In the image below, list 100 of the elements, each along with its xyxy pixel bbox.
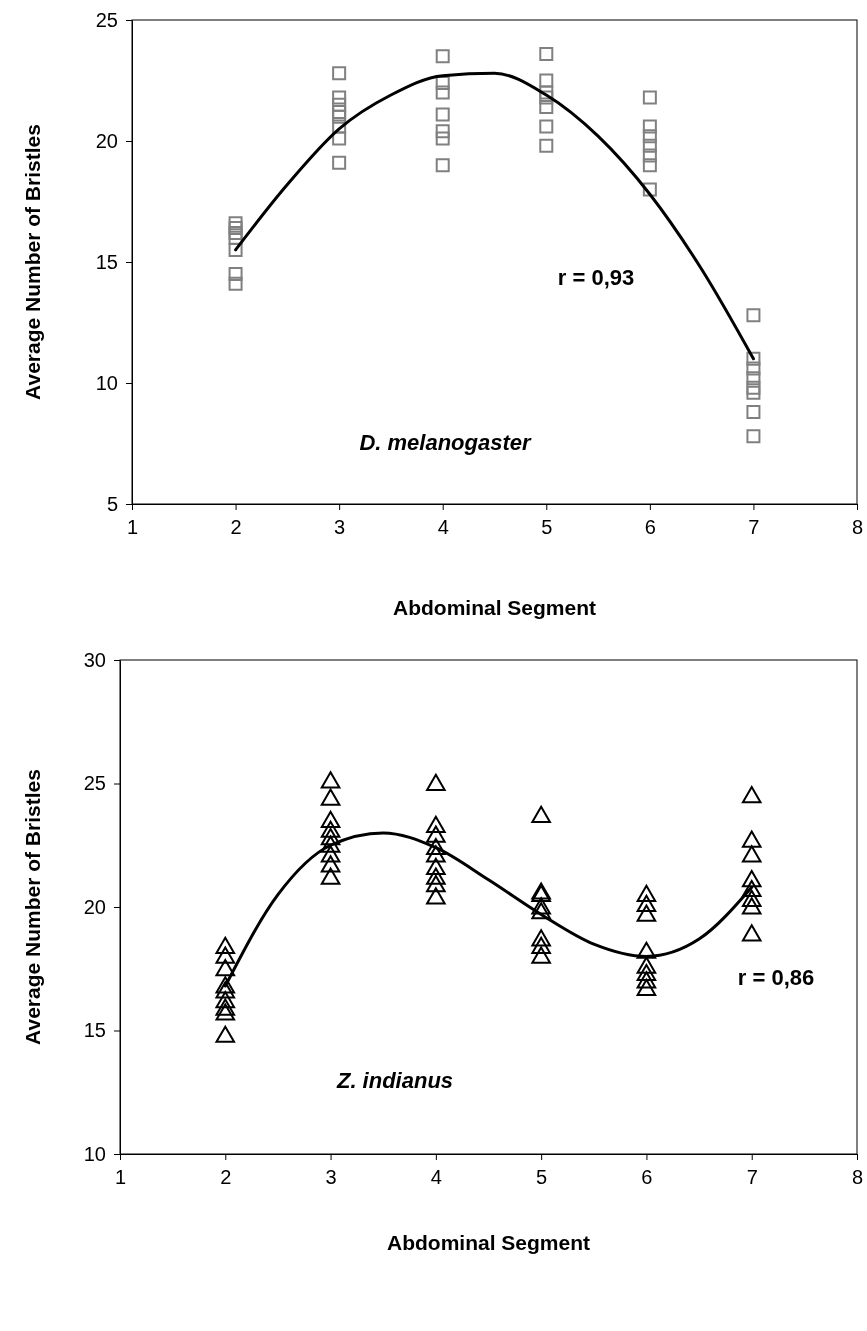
point <box>746 351 761 366</box>
y-axis-title: Average Number of Bristles <box>21 769 44 1045</box>
annotation: D. melanogaster <box>359 430 533 455</box>
annotation: Z. indianus <box>335 1068 454 1093</box>
point <box>435 158 450 173</box>
point <box>435 107 450 122</box>
point <box>741 889 762 907</box>
point <box>642 182 657 197</box>
x-tick-label: 4 <box>437 516 449 539</box>
point <box>426 857 446 875</box>
point <box>332 131 347 146</box>
point <box>435 75 450 90</box>
y-tick-label: 25 <box>95 8 118 31</box>
x-axis-title: Abdominal Segment <box>386 1231 591 1254</box>
point <box>746 385 761 400</box>
y-tick-label: 10 <box>95 371 118 394</box>
point <box>435 49 450 64</box>
point <box>642 90 657 105</box>
x-tick-label: 7 <box>746 1166 758 1189</box>
point <box>215 946 236 964</box>
point <box>741 830 762 848</box>
y-tick-label: 5 <box>106 492 118 515</box>
y-tick-label: 15 <box>95 250 118 273</box>
y-tick-label: 10 <box>83 1142 106 1165</box>
point <box>426 867 446 885</box>
point <box>741 897 762 915</box>
point <box>741 870 762 888</box>
point <box>636 904 657 922</box>
x-tick-label: 1 <box>114 1166 127 1189</box>
x-tick-label: 6 <box>641 1166 653 1189</box>
point <box>426 837 446 856</box>
x-tick-label: 8 <box>851 1166 864 1189</box>
point <box>426 815 446 833</box>
point <box>215 981 236 999</box>
point <box>636 971 657 989</box>
y-tick-label: 25 <box>83 772 106 795</box>
point <box>746 405 761 420</box>
point <box>642 129 657 144</box>
point <box>320 855 341 873</box>
point <box>539 100 554 115</box>
point <box>636 884 657 903</box>
annotation: r = 0,86 <box>737 965 815 990</box>
point <box>539 46 554 61</box>
x-tick-label: 2 <box>230 516 242 539</box>
point <box>215 1003 236 1021</box>
x-tick-label: 5 <box>541 516 553 539</box>
point <box>228 242 243 257</box>
point <box>426 887 446 905</box>
point <box>320 810 341 828</box>
y-tick-label: 30 <box>83 648 106 671</box>
point <box>741 924 762 942</box>
point <box>215 998 236 1016</box>
point <box>332 109 347 124</box>
y-tick-label: 20 <box>83 895 106 918</box>
point <box>741 845 762 863</box>
point <box>215 976 236 994</box>
point <box>426 845 446 863</box>
point <box>642 148 657 163</box>
point <box>531 805 551 824</box>
point <box>320 820 341 838</box>
point <box>746 371 761 386</box>
point <box>215 936 236 954</box>
y-axis-title: Average Number of Bristles <box>21 124 44 400</box>
point <box>228 267 243 282</box>
point <box>435 124 450 139</box>
point <box>531 946 551 964</box>
point <box>636 978 657 996</box>
point <box>531 902 551 920</box>
point <box>332 119 347 134</box>
point <box>435 131 450 146</box>
point <box>636 956 657 974</box>
point <box>332 90 347 105</box>
x-tick-label: 5 <box>536 1166 548 1189</box>
point <box>642 119 657 134</box>
point <box>435 85 450 100</box>
point <box>746 380 761 395</box>
x-tick-label: 6 <box>644 516 656 539</box>
point <box>636 941 657 959</box>
x-tick-label: 1 <box>126 516 139 539</box>
annotation: r = 0,93 <box>557 265 635 290</box>
point <box>332 104 347 119</box>
point <box>426 825 446 843</box>
point <box>539 90 554 105</box>
point <box>426 874 446 893</box>
point <box>320 835 341 853</box>
point <box>320 845 341 863</box>
point <box>539 85 554 100</box>
point <box>741 879 762 898</box>
point <box>320 788 341 806</box>
point <box>426 773 446 791</box>
point <box>215 991 236 1009</box>
point <box>228 216 243 231</box>
point <box>320 828 341 846</box>
y-tick-label: 20 <box>95 129 118 152</box>
x-tick-label: 2 <box>220 1166 232 1189</box>
point <box>642 138 657 153</box>
point <box>746 361 761 376</box>
point <box>320 867 341 885</box>
point <box>215 958 236 977</box>
point <box>746 308 761 323</box>
